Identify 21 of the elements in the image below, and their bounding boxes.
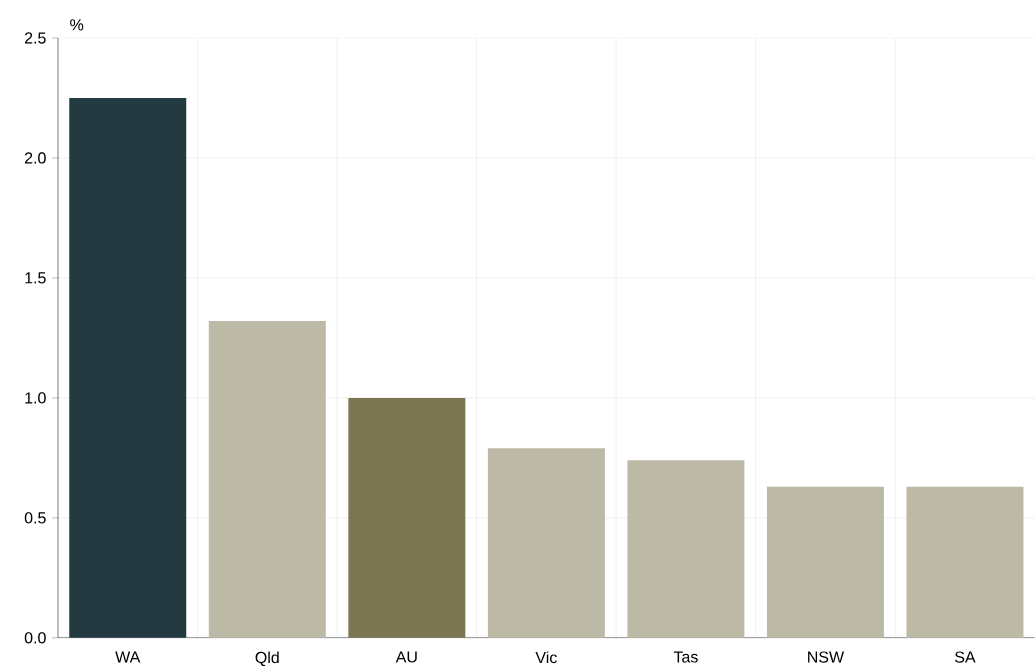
bar xyxy=(208,320,326,638)
y-tick-label: 2.0 xyxy=(24,152,46,164)
bar xyxy=(348,397,466,638)
bar xyxy=(487,448,605,638)
y-tick-label: 0.5 xyxy=(24,512,46,524)
bar xyxy=(69,97,187,638)
y-axis-title: % xyxy=(70,19,84,31)
x-tick-label: SA xyxy=(955,651,976,663)
bar xyxy=(766,486,884,638)
bar xyxy=(906,486,1024,638)
bar xyxy=(627,460,745,638)
x-tick-label: Tas xyxy=(673,651,698,663)
y-tick-label: 1.0 xyxy=(25,392,46,404)
x-tick-label: Vic xyxy=(535,651,557,663)
x-tick-label: NSW xyxy=(808,651,845,663)
x-tick-label: Qld xyxy=(255,651,279,666)
y-tick-label: 1.5 xyxy=(25,272,46,284)
y-tick-label: 2.5 xyxy=(24,32,46,44)
x-tick-label: WA xyxy=(115,651,141,663)
y-tick-label: 0.0 xyxy=(24,631,46,644)
x-tick-label: AU xyxy=(395,651,417,663)
